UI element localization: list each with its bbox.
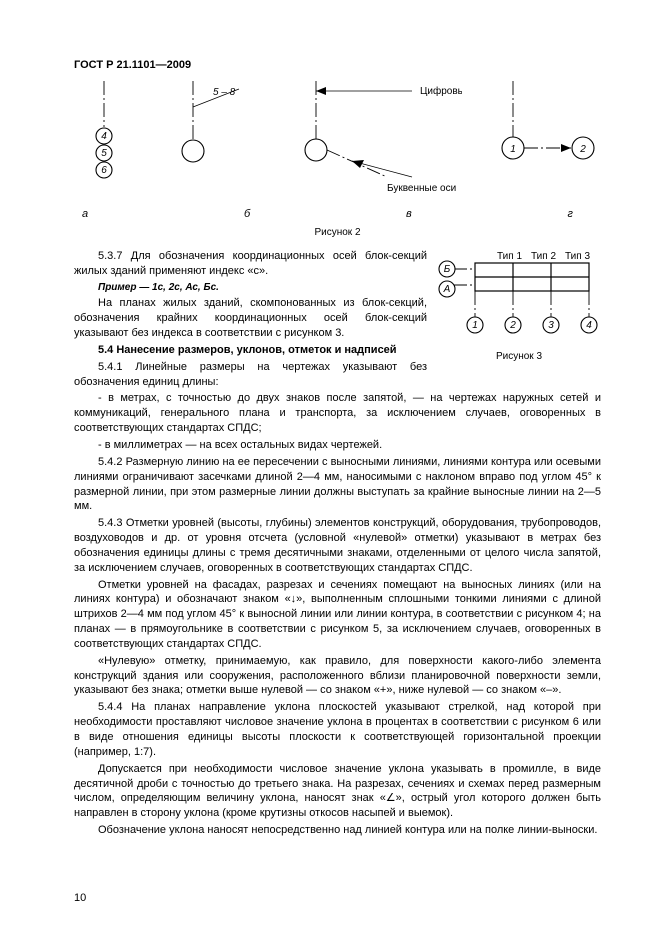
figure-2-sublabels: а б в г [74,207,601,222]
svg-text:1: 1 [510,144,516,155]
svg-text:2: 2 [509,320,516,331]
svg-text:А: А [443,284,451,295]
doc-header: ГОСТ Р 21.1101—2009 [74,58,601,73]
para-5-4-3: 5.4.3 Отметки уровней (высоты, глубины) … [74,516,601,575]
figure-2v: Цифровые оси Буквенные оси [292,81,462,201]
figure-2b: 5 – 8 [163,81,263,201]
svg-text:5 – 8: 5 – 8 [213,87,236,98]
sublabel-a: а [82,207,88,222]
para-5-4-3c: «Нулевую» отметку, принимаемую, как прав… [74,654,601,699]
svg-text:Б: Б [444,264,451,275]
para-5-4-1b: - в миллиметрах — на всех остальных вида… [74,438,601,453]
svg-text:3: 3 [548,320,554,331]
svg-text:6: 6 [101,165,107,176]
svg-text:4: 4 [586,320,592,331]
figure-3-caption: Рисунок 3 [437,350,601,364]
figure-2a: 4 5 6 [74,81,134,201]
para-5-4-1a: - в метрах, с точностью до двух знаков п… [74,391,601,436]
svg-text:Цифровые оси: Цифровые оси [420,85,462,97]
svg-text:2: 2 [579,144,586,155]
svg-text:Тип 1: Тип 1 [497,251,522,262]
sublabel-v: в [406,207,412,222]
para-5-4-2: 5.4.2 Размерную линию на ее пересечении … [74,455,601,514]
para-5-4-3b: Отметки уровней на фасадах, разрезах и с… [74,578,601,652]
figure-2-caption: Рисунок 2 [74,226,601,240]
svg-text:4: 4 [101,131,107,142]
svg-text:Буквенные оси: Буквенные оси [387,183,456,194]
svg-text:Тип 2: Тип 2 [531,251,556,262]
para-5-4-4: 5.4.4 На планах направление уклона плоск… [74,700,601,759]
svg-text:5: 5 [101,148,107,159]
svg-text:Тип 3: Тип 3 [565,251,590,262]
sublabel-b: б [244,207,250,222]
svg-text:1: 1 [472,320,478,331]
figure-3: Тип 1 Тип 2 Тип 3 Б А [437,249,601,363]
figure-2g: 1 2 [491,81,601,201]
sublabel-g: г [568,207,573,222]
para-5-4-4c: Обозначение уклона наносят непосредствен… [74,823,601,838]
page-number: 10 [74,891,86,906]
para-5-4-4b: Допускается при необходимости числовое з… [74,762,601,821]
para-5-4-1: 5.4.1 Линейные размеры на чертежах указы… [74,360,601,390]
figure-2: 4 5 6 5 – 8 Цифровые оси Буквенные оси [74,81,601,201]
